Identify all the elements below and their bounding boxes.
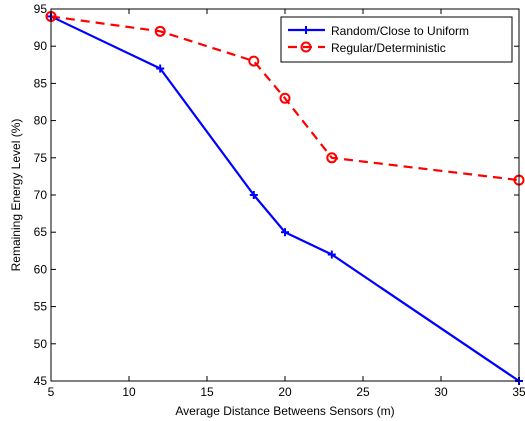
x-tick-label: 15 [200, 385, 214, 399]
series-2-point [248, 55, 260, 67]
legend: Random/Close to Uniform Regular/Determin… [280, 16, 513, 63]
series-1-point [156, 64, 165, 73]
legend-symbols [288, 26, 325, 53]
plot-area [51, 9, 519, 381]
x-tick-label: 10 [122, 385, 136, 399]
x-axis-label: Average Distance Betweens Sensors (m) [175, 404, 394, 418]
y-tick-label: 50 [34, 337, 48, 351]
series-1-point [327, 250, 336, 259]
y-tick-label: 85 [34, 76, 48, 90]
series-2-line [50, 15, 520, 182]
series-2-point [326, 152, 338, 164]
series-2-point [279, 92, 291, 104]
legend-marker-series-1 [302, 26, 310, 34]
legend-label-series-1: Random/Close to Uniform [331, 24, 469, 38]
y-tick-label: 60 [34, 262, 48, 276]
y-tick-label: 70 [34, 188, 48, 202]
x-tick-label: 35 [512, 385, 525, 399]
x-tick-label: 25 [356, 385, 370, 399]
legend-box [280, 16, 513, 63]
series-1-line [50, 15, 520, 382]
y-tick-label: 55 [34, 300, 48, 314]
series-1-point [281, 228, 289, 237]
x-tick-label: 5 [48, 385, 55, 399]
x-tick-label: 20 [278, 385, 292, 399]
legend-label-series-2: Regular/Deterministic [331, 41, 446, 55]
y-tick-label: 65 [34, 225, 48, 239]
y-tick-label: 95 [34, 2, 48, 16]
y-tick-label: 45 [34, 374, 48, 388]
y-tick-label: 75 [34, 151, 48, 165]
y-axis-label: Remaining Energy Level (%) [9, 119, 23, 272]
y-tick-label: 90 [34, 39, 48, 53]
tick-layer: 5 10 15 20 25 30 35 45 50 55 60 65 70 75 80 85 90 95 [34, 2, 525, 399]
series-1-point [249, 191, 258, 199]
y-tick-label: 80 [34, 114, 48, 128]
x-tick-label: 30 [434, 385, 448, 399]
series-2-point [154, 25, 166, 37]
legend-marker-series-2 [300, 41, 312, 53]
